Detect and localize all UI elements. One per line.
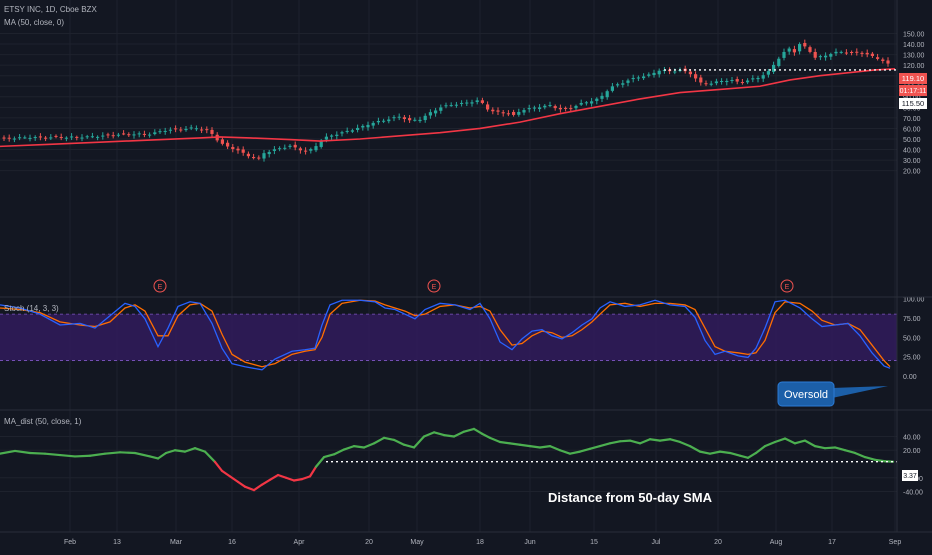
ma-dist-tick-label: 20.00 bbox=[903, 448, 921, 455]
price-tick-label: 60.00 bbox=[903, 126, 921, 133]
stoch-tick-label: 75.00 bbox=[903, 316, 921, 323]
price-tick-label: 120.00 bbox=[903, 63, 925, 70]
ma-dist-last-tag: 3.37 bbox=[902, 470, 918, 481]
ma-dist-segment[interactable] bbox=[620, 441, 630, 442]
ma-dist-segment[interactable] bbox=[444, 435, 454, 436]
earnings-marker-label: E bbox=[158, 284, 163, 291]
ma-dist-segment[interactable] bbox=[500, 442, 510, 443]
ma-dist-segment[interactable] bbox=[60, 455, 75, 456]
ma-dist-segment[interactable] bbox=[294, 479, 302, 480]
time-tick-label: Feb bbox=[64, 539, 76, 546]
time-tick-label: May bbox=[410, 539, 424, 546]
oversold-label: Oversold bbox=[784, 389, 828, 401]
price-last-tag: 119.10 bbox=[899, 73, 927, 84]
ma-dist-segment[interactable] bbox=[120, 452, 135, 453]
ma-dist-segment[interactable] bbox=[825, 447, 835, 448]
ma-dist-segment[interactable] bbox=[175, 450, 185, 451]
symbol-legend[interactable]: ETSY INC, 1D, Cboe BZX bbox=[4, 5, 97, 14]
time-tick-label: 16 bbox=[228, 539, 236, 546]
time-tick-label: Jun bbox=[524, 539, 535, 546]
price-tick-label: 30.00 bbox=[903, 158, 921, 165]
ma-dist-segment[interactable] bbox=[530, 446, 540, 447]
time-tick-label: 18 bbox=[476, 539, 484, 546]
price-tick-label: 50.00 bbox=[903, 137, 921, 144]
time-tick-label: Jul bbox=[652, 539, 661, 546]
last-price-label: 119.10 bbox=[902, 74, 924, 83]
stoch-legend[interactable]: Stoch (14, 3, 3) bbox=[4, 304, 59, 313]
ma-dist-segment[interactable] bbox=[105, 452, 120, 453]
time-tick-label: 20 bbox=[714, 539, 722, 546]
ma-dist-tick-label: -40.00 bbox=[903, 490, 923, 497]
ma-dist-tick-label: 40.00 bbox=[903, 434, 921, 441]
time-tick-label: 17 bbox=[828, 539, 836, 546]
time-tick-label: Mar bbox=[170, 539, 183, 546]
stoch-tick-label: 0.00 bbox=[903, 374, 917, 381]
time-tick-label: Apr bbox=[294, 539, 306, 546]
ma-dist-segment[interactable] bbox=[650, 439, 660, 440]
countdown-tag: 01:17:11 bbox=[899, 85, 927, 96]
ma-dist-segment[interactable] bbox=[30, 453, 45, 454]
ma-dist-legend[interactable]: MA_dist (50, close, 1) bbox=[4, 417, 82, 426]
level-price-tag: 115.50 bbox=[899, 98, 927, 109]
price-tick-label: 150.00 bbox=[903, 32, 925, 39]
time-tick-label: 13 bbox=[113, 539, 121, 546]
ma-dist-segment[interactable] bbox=[510, 443, 520, 444]
price-tick-label: 140.00 bbox=[903, 42, 925, 49]
price-tick-label: 20.00 bbox=[903, 169, 921, 176]
ma-dist-segment[interactable] bbox=[540, 446, 550, 447]
distance-annotation[interactable]: Distance from 50-day SMA bbox=[548, 490, 713, 505]
ma-dist-last-label: 3.37 bbox=[903, 473, 917, 480]
ma-legend[interactable]: MA (50, close, 0) bbox=[4, 18, 64, 27]
time-tick-label: Sep bbox=[889, 539, 902, 546]
ma-dist-segment[interactable] bbox=[660, 439, 670, 440]
level-price-label: 115.50 bbox=[902, 99, 924, 108]
price-tick-label: 130.00 bbox=[903, 53, 925, 60]
countdown-label: 01:17:11 bbox=[900, 88, 927, 95]
stoch-tick-label: 100.00 bbox=[903, 297, 925, 304]
time-tick-label: 15 bbox=[590, 539, 598, 546]
ma-dist-segment[interactable] bbox=[354, 446, 364, 447]
earnings-marker-label: E bbox=[785, 284, 790, 291]
earnings-marker-label: E bbox=[432, 284, 437, 291]
stoch-band-fill bbox=[0, 314, 897, 360]
time-tick-label: 20 bbox=[365, 539, 373, 546]
time-tick-label: Aug bbox=[770, 539, 783, 546]
ma-dist-segment[interactable] bbox=[75, 456, 90, 457]
ma-dist-segment[interactable] bbox=[520, 445, 530, 446]
price-tick-label: 40.00 bbox=[903, 148, 921, 155]
ma-dist-segment[interactable] bbox=[720, 452, 730, 453]
stoch-tick-label: 50.00 bbox=[903, 335, 921, 342]
ma-dist-segment[interactable] bbox=[45, 454, 60, 455]
price-tick-label: 70.00 bbox=[903, 116, 921, 123]
stoch-tick-label: 25.00 bbox=[903, 355, 921, 362]
stoch-band bbox=[0, 314, 897, 360]
